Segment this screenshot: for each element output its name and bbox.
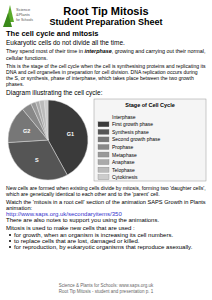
pie-slice <box>8 140 67 180</box>
paragraph: which are genetically identical to each … <box>6 191 160 197</box>
slice-label: G2 <box>23 128 30 134</box>
subtitle: Student Preparation Sheet <box>49 17 162 27</box>
paragraph: There are also notes to support you usin… <box>6 217 159 223</box>
legend-group: Interphase <box>112 114 136 120</box>
legend-entry: Anaphase <box>112 159 135 165</box>
legend-title: Stage of Cell Cycle <box>125 102 175 108</box>
legend-entry: Cytokinesis <box>112 174 138 180</box>
page: Science&Plantsfor Schools Root Tip Mitosi… <box>0 0 212 300</box>
bullet-text: for reproduction, by eukaryotic organism… <box>14 244 193 250</box>
logo: Science&Plantsfor Schools <box>3 5 33 27</box>
slice-labels: G1 S G2 <box>23 128 74 164</box>
logo-leaf <box>3 13 12 27</box>
pie-slice <box>44 100 48 140</box>
legend-swatch <box>98 167 109 172</box>
legend-swatch <box>98 145 109 150</box>
pie <box>8 100 88 180</box>
paragraph: cellular functions. <box>6 55 48 61</box>
paragraph: Mitosis is used to make new cells that a… <box>6 225 135 231</box>
legend-swatch <box>98 137 109 142</box>
chart-title: Diagram illustrating the cell cycle: <box>6 89 103 97</box>
footer: Science & Plants for Schools: www.saps.o… <box>59 283 154 288</box>
legend-swatch <box>98 129 109 134</box>
paragraph: Eukaryotic cells do not divide all the t… <box>6 39 125 47</box>
pie-slice <box>36 101 48 140</box>
legend-entry: First growth phase <box>112 121 153 127</box>
bullet <box>9 234 11 236</box>
legend-entry: Second growth phase <box>112 136 161 142</box>
section-title: The cell cycle and mitosis <box>6 29 99 38</box>
pie-slice <box>39 100 48 140</box>
logo-text: for Schools <box>16 18 33 22</box>
legend-swatch <box>98 160 109 165</box>
legend-entry: Metaphase <box>112 152 137 158</box>
bullet <box>9 246 11 248</box>
title: Root Tip Mitosis <box>63 5 148 17</box>
legend-swatch <box>98 152 109 157</box>
slice-label: S <box>35 157 39 163</box>
legend-entry: Synthesis phase <box>112 129 149 135</box>
paragraph: They spend most of their time in interph… <box>6 48 206 54</box>
emphasis: interphase <box>84 48 111 54</box>
slice-label: G1 <box>67 131 74 137</box>
paragraph: Watch the 'mitosis in a root cell' secti… <box>6 199 206 205</box>
bullet <box>9 240 11 242</box>
paragraph-part: , growing and carrying out their normal, <box>112 48 206 54</box>
legend-swatch <box>98 175 109 180</box>
footer: Root Tip Mitosis - student and presentat… <box>59 289 154 294</box>
paragraph: the S, or synthesis, phase of interphase… <box>6 75 194 81</box>
paragraph-part: They spend most of their time in <box>6 48 84 54</box>
legend-box <box>94 99 206 181</box>
paragraph: phases. <box>6 81 24 87</box>
legend-swatch <box>98 122 109 127</box>
legend: Stage of Cell Cycle InterphaseFirst growt… <box>94 99 206 181</box>
legend-entry: Prophase <box>112 144 134 150</box>
logo-text: &Plants <box>16 12 30 17</box>
legend-entry: Telophase <box>112 167 135 173</box>
